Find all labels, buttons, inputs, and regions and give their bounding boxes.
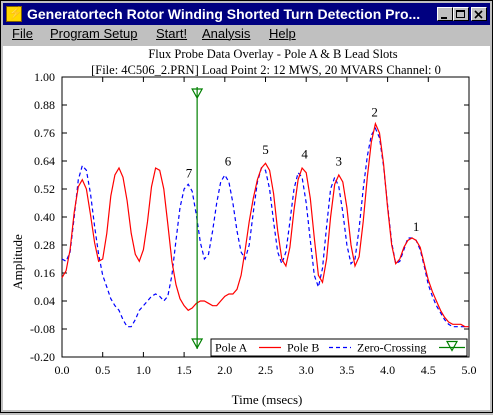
y-tick-label: 0.16 bbox=[34, 266, 55, 280]
y-tick-label: 0.04 bbox=[34, 294, 55, 308]
legend-label-pole-a: Pole A bbox=[215, 341, 248, 355]
chart-area: Flux Probe Data Overlay - Pole A & B Lea… bbox=[3, 46, 490, 410]
peak-annotation: 4 bbox=[301, 147, 308, 162]
y-tick-label: 0.88 bbox=[34, 98, 55, 112]
y-tick-label: 0.40 bbox=[34, 210, 55, 224]
series-group bbox=[61, 87, 469, 350]
menu-start[interactable]: Start! bbox=[156, 26, 188, 41]
y-tick-label: 0.28 bbox=[34, 238, 55, 252]
x-tick-label: 2.0 bbox=[217, 363, 232, 377]
chart-subtitle: [File: 4C506_2.PRN] Load Point 2: 12 MWS… bbox=[91, 63, 441, 77]
x-tick-label: 3.0 bbox=[299, 363, 314, 377]
zero-crossing-marker-bottom bbox=[191, 338, 204, 350]
x-tick-label: 0.0 bbox=[55, 363, 70, 377]
flux-probe-chart: Flux Probe Data Overlay - Pole A & B Lea… bbox=[10, 47, 477, 407]
plot-frame bbox=[61, 76, 470, 358]
minimize-button[interactable] bbox=[437, 7, 453, 21]
menu-program-setup[interactable]: Program Setup bbox=[50, 26, 138, 41]
peak-annotation: 2 bbox=[371, 105, 378, 120]
close-button[interactable] bbox=[471, 7, 487, 21]
menu-file[interactable]: File bbox=[12, 26, 33, 41]
y-tick-label: 0.52 bbox=[34, 182, 55, 196]
peak-annotation: 6 bbox=[225, 154, 232, 169]
x-tick-label: 4.0 bbox=[380, 363, 395, 377]
x-axis-label: Time (msecs) bbox=[232, 392, 303, 407]
y-tick-label: -0.08 bbox=[30, 322, 55, 336]
legend-label-pole-b: Pole B bbox=[287, 341, 319, 355]
y-tick-label: -0.20 bbox=[30, 350, 55, 364]
menu-help[interactable]: Help bbox=[269, 26, 296, 41]
zero-crossing-marker-top bbox=[191, 88, 204, 100]
annotations-group: 1 2 3 4 5 6 7 bbox=[186, 105, 420, 234]
menu-analysis[interactable]: Analysis bbox=[202, 26, 251, 41]
y-tick-label: 0.76 bbox=[34, 126, 55, 140]
generatortech-app-icon[interactable]: ⚡ bbox=[6, 6, 23, 22]
maximize-icon bbox=[456, 10, 465, 18]
y-axis-label: Amplitude bbox=[10, 234, 25, 290]
chart-title: Flux Probe Data Overlay - Pole A & B Lea… bbox=[148, 47, 397, 61]
x-tick-label: 3.5 bbox=[339, 363, 354, 377]
x-tick-label: 0.5 bbox=[95, 363, 110, 377]
series-line-pole-b bbox=[61, 126, 469, 328]
x-tick-label: 1.0 bbox=[136, 363, 151, 377]
maximize-button[interactable] bbox=[453, 7, 469, 21]
minimize-icon bbox=[441, 17, 447, 19]
title-bar[interactable]: ⚡ Generatortech Rotor Winding Shorted Tu… bbox=[3, 3, 490, 25]
y-tick-label: 0.64 bbox=[34, 154, 55, 168]
y-tick-label: 1.00 bbox=[34, 70, 55, 84]
peak-annotation: 5 bbox=[262, 142, 269, 157]
x-tick-label: 5.0 bbox=[462, 363, 477, 377]
chart-legend: Pole A Pole B Zero-Crossing bbox=[210, 338, 468, 357]
x-tick-label: 1.5 bbox=[177, 363, 192, 377]
series-line-pole-a bbox=[61, 121, 469, 328]
x-tick-label: 4.5 bbox=[421, 363, 436, 377]
axes-group: 0.0 0.5 1.0 1.5 2.0 2.5 3.0 3.5 4.0 4.5 5.0 1.00 0.8… bbox=[30, 70, 477, 377]
window-title: Generatortech Rotor Winding Shorted Turn… bbox=[27, 6, 421, 22]
x-tick-label: 2.5 bbox=[258, 363, 273, 377]
close-icon bbox=[474, 10, 483, 19]
menu-bar: File Program Setup Start! Analysis Help bbox=[3, 25, 490, 45]
peak-annotation: 3 bbox=[336, 154, 343, 169]
legend-marker-zero-crossing bbox=[445, 340, 459, 352]
peak-annotation: 7 bbox=[186, 165, 193, 180]
peak-annotation: 1 bbox=[413, 219, 420, 234]
legend-label-zero-crossing: Zero-Crossing bbox=[357, 341, 426, 355]
